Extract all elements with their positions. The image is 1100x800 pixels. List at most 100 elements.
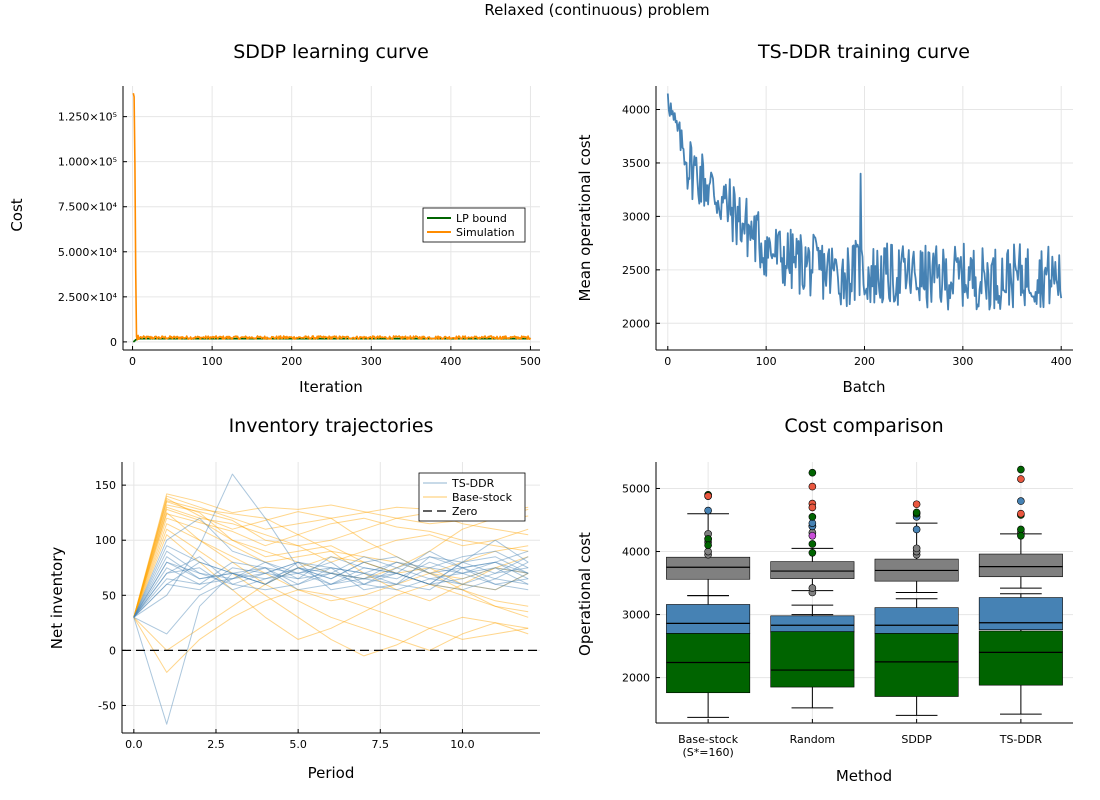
x-tick-label: 7.5 <box>372 738 390 751</box>
panel-sddp-learning-curve: SDDP learning curve Iteration Cost 0 100 2… <box>8 41 541 396</box>
box-iqr <box>770 631 855 688</box>
y-tick-label: 100 <box>95 534 116 547</box>
y-tick-label: 2500 <box>622 264 650 277</box>
box-iqr <box>874 633 959 697</box>
x-category-label: SDDP <box>901 733 932 746</box>
trajectory-base-stock <box>133 534 529 640</box>
outlier-point <box>808 482 817 491</box>
x-axis-label: Batch <box>842 378 885 396</box>
trajectory-base-stock <box>133 497 529 618</box>
legend-box <box>422 207 526 243</box>
outlier-point <box>808 468 817 477</box>
panel-cost-comparison: Cost comparison Method Operational cost … <box>576 415 1073 785</box>
y-tick-label: 150 <box>95 479 116 492</box>
y-tick-label: 7.500×10⁴ <box>58 201 118 214</box>
outlier-point <box>808 503 817 512</box>
x-tick-label: 10.0 <box>450 738 475 751</box>
legend-label: Zero <box>452 505 478 518</box>
legend-label: Simulation <box>456 226 515 239</box>
x-tick-label: 100 <box>202 355 223 368</box>
trajectory-base-stock <box>133 517 529 618</box>
outlier-point <box>912 525 921 534</box>
legend-label: Base-stock <box>452 491 513 504</box>
x-tick-label: 0 <box>129 355 136 368</box>
y-tick-label: 2000 <box>622 317 650 330</box>
y-tick-label: 2000 <box>622 672 650 685</box>
trajectory-ts-ddr <box>133 556 529 618</box>
box-iqr <box>666 633 751 694</box>
y-tick-label: 3500 <box>622 157 650 170</box>
outlier-point <box>808 531 817 540</box>
trajectory-ts-ddr <box>133 556 529 618</box>
x-tick-label: 5.0 <box>289 738 307 751</box>
box-iqr <box>770 561 855 579</box>
x-category-label: TS-DDR <box>999 733 1043 746</box>
trajectory-base-stock <box>133 504 529 618</box>
y-tick-label: 0 <box>110 336 117 349</box>
y-tick-label: 4000 <box>622 104 650 117</box>
x-axis-label: Period <box>308 764 355 782</box>
tsddr-plot-area: 0 100 200 300 400 2000 2500 3000 3500 4000 <box>622 86 1073 368</box>
trajectory-base-stock <box>133 506 529 618</box>
y-tick-label: 3000 <box>622 609 650 622</box>
x-tick-label: 400 <box>440 355 461 368</box>
y-tick-label: 2.500×10⁴ <box>58 291 118 304</box>
trajectory-ts-ddr <box>133 550 529 618</box>
trajectory-ts-ddr <box>133 550 529 618</box>
y-axis-label: Mean operational cost <box>576 134 594 301</box>
figure-suptitle: Relaxed (continuous) problem <box>484 1 709 19</box>
x-tick-label: 400 <box>1051 355 1072 368</box>
panel-title: Cost comparison <box>784 415 943 437</box>
box-iqr <box>978 630 1063 686</box>
trajectory-base-stock <box>133 501 529 618</box>
x-tick-label: 2.5 <box>207 738 225 751</box>
outlier-point <box>704 547 712 556</box>
trajectory-base-stock <box>133 512 529 651</box>
trajectory-ts-ddr <box>133 517 529 618</box>
trajectory-base-stock <box>133 523 529 618</box>
x-category-label: (S*=160) <box>682 746 733 759</box>
box-iqr <box>978 553 1063 578</box>
y-tick-label: 1.250×10⁵ <box>58 111 117 124</box>
outlier-point <box>808 584 817 592</box>
x-tick-label: 300 <box>952 355 973 368</box>
trajectory-ts-ddr <box>133 561 529 725</box>
trajectory-base-stock <box>133 500 529 618</box>
x-tick-label: 200 <box>854 355 875 368</box>
trajectory-ts-ddr <box>133 556 529 618</box>
sddp-plot-area: 0 100 200 300 400 500 0 2.500×10⁴ 5.000×10⁴ 7.500… <box>58 86 541 368</box>
trajectory-ts-ddr <box>133 556 529 618</box>
y-axis-label: Operational cost <box>576 532 594 656</box>
trajectory-ts-ddr <box>133 556 529 618</box>
trajectory-base-stock <box>133 508 529 618</box>
outlier-point <box>912 500 921 509</box>
box-iqr <box>978 597 1063 630</box>
box-iqr <box>666 604 751 634</box>
outlier-point <box>808 548 817 557</box>
panel-title: TS-DDR training curve <box>757 41 970 63</box>
trajectory-ts-ddr <box>133 550 529 618</box>
trajectory-ts-ddr <box>133 561 529 635</box>
trajectory-base-stock <box>133 589 529 673</box>
x-tick-label: 100 <box>756 355 777 368</box>
box-iqr <box>666 556 751 580</box>
x-category-label: Random <box>790 733 836 746</box>
panel-tsddr-training-curve: TS-DDR training curve Batch Mean operati… <box>576 41 1073 396</box>
trajectory-ts-ddr <box>133 473 529 618</box>
outlier-point <box>704 506 712 515</box>
outlier-point <box>912 544 921 553</box>
y-tick-label: 0 <box>109 644 116 657</box>
trajectory-base-stock <box>133 556 529 651</box>
x-tick-label: 200 <box>281 355 302 368</box>
y-tick-label: 1.000×10⁵ <box>58 156 117 169</box>
legend-label: LP bound <box>456 212 507 225</box>
x-tick-label: 0 <box>664 355 671 368</box>
legend-label: TS-DDR <box>451 477 495 490</box>
y-tick-label: 5000 <box>622 482 650 495</box>
x-category-label: Base-stock <box>678 733 739 746</box>
panel-title: SDDP learning curve <box>233 41 429 63</box>
trajectory-ts-ddr <box>133 545 529 618</box>
series-line-simulation <box>132 93 532 341</box>
inventory-plot-area: 0.0 2.5 5.0 7.5 10.0 -50 0 50 100 150 TS-DDRBase-s… <box>95 462 540 751</box>
y-tick-label: -50 <box>98 699 116 712</box>
